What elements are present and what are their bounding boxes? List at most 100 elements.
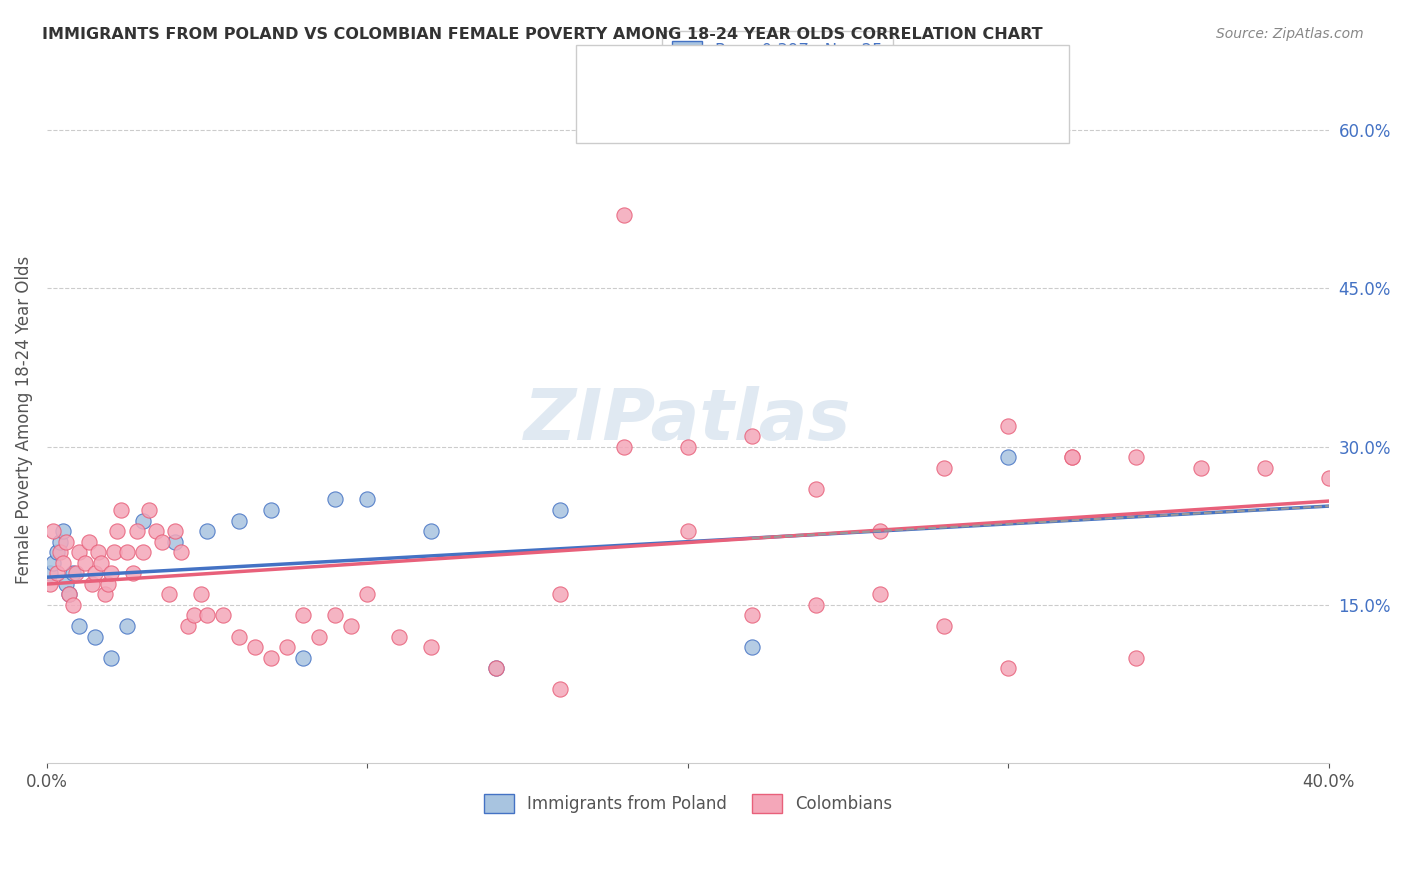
Point: [105, 524, 128, 538]
Point: [420, 640, 443, 654]
Point: [1125, 450, 1147, 465]
Point: [1125, 650, 1147, 665]
Point: [548, 682, 571, 697]
Point: [613, 208, 636, 222]
Text: ZIPatlas: ZIPatlas: [524, 385, 852, 455]
Point: [42, 524, 65, 538]
Text: Source: ZipAtlas.com: Source: ZipAtlas.com: [1216, 27, 1364, 41]
Point: [276, 640, 298, 654]
Point: [195, 524, 218, 538]
Point: [100, 650, 122, 665]
Point: [45, 545, 67, 559]
Point: [177, 619, 200, 633]
Point: [67, 545, 90, 559]
Point: [308, 630, 330, 644]
Point: [87, 545, 110, 559]
Point: [356, 492, 378, 507]
Point: [997, 661, 1019, 675]
Point: [1253, 460, 1275, 475]
Point: [245, 640, 267, 654]
Point: [145, 524, 167, 538]
Point: [741, 608, 763, 623]
Point: [122, 566, 145, 581]
Point: [150, 534, 173, 549]
Point: [997, 450, 1019, 465]
Point: [420, 524, 443, 538]
Point: [42, 556, 65, 570]
Point: [157, 587, 180, 601]
Point: [934, 619, 956, 633]
Point: [93, 587, 115, 601]
Point: [1317, 471, 1340, 485]
Text: IMMIGRANTS FROM POLAND VS COLOMBIAN FEMALE POVERTY AMONG 18-24 YEAR OLDS CORRELA: IMMIGRANTS FROM POLAND VS COLOMBIAN FEMA…: [42, 27, 1043, 42]
Point: [115, 619, 138, 633]
Point: [39, 576, 62, 591]
Point: [48, 545, 70, 559]
Point: [804, 598, 827, 612]
Point: [997, 418, 1019, 433]
Point: [195, 608, 218, 623]
Point: [80, 576, 103, 591]
Point: [183, 608, 205, 623]
Point: [67, 619, 90, 633]
Point: [190, 587, 212, 601]
Point: [613, 440, 636, 454]
Point: [676, 440, 699, 454]
Point: [138, 503, 160, 517]
Point: [548, 587, 571, 601]
Point: [741, 429, 763, 443]
Point: [84, 630, 107, 644]
Point: [1189, 460, 1212, 475]
Point: [484, 661, 506, 675]
Point: [65, 566, 87, 581]
Point: [75, 556, 97, 570]
Point: [212, 608, 235, 623]
Point: [52, 556, 75, 570]
Point: [55, 576, 77, 591]
Point: [323, 492, 346, 507]
Point: [48, 534, 70, 549]
Point: [1062, 450, 1084, 465]
Point: [292, 650, 315, 665]
Legend: Immigrants from Poland, Colombians: Immigrants from Poland, Colombians: [474, 784, 903, 823]
Point: [125, 524, 148, 538]
Point: [52, 524, 75, 538]
Point: [58, 587, 80, 601]
Point: [100, 566, 122, 581]
Point: [260, 503, 283, 517]
Point: [58, 587, 80, 601]
Point: [165, 524, 187, 538]
Point: [62, 598, 84, 612]
Point: [1062, 450, 1084, 465]
Point: [548, 503, 571, 517]
Y-axis label: Female Poverty Among 18-24 Year Olds: Female Poverty Among 18-24 Year Olds: [15, 256, 32, 584]
Point: [84, 566, 107, 581]
Point: [39, 566, 62, 581]
Point: [741, 640, 763, 654]
Point: [97, 576, 120, 591]
Point: [228, 514, 250, 528]
Point: [110, 503, 132, 517]
Point: [356, 587, 378, 601]
Point: [484, 661, 506, 675]
Point: [340, 619, 363, 633]
Point: [115, 545, 138, 559]
Point: [292, 608, 315, 623]
Point: [132, 545, 155, 559]
Point: [676, 524, 699, 538]
Point: [388, 630, 411, 644]
Point: [260, 650, 283, 665]
Point: [132, 514, 155, 528]
Point: [90, 556, 112, 570]
Point: [165, 534, 187, 549]
Point: [869, 524, 891, 538]
Point: [869, 587, 891, 601]
Point: [45, 566, 67, 581]
Point: [804, 482, 827, 496]
Point: [103, 545, 125, 559]
Point: [170, 545, 193, 559]
Point: [323, 608, 346, 623]
Point: [228, 630, 250, 644]
Point: [62, 566, 84, 581]
Point: [934, 460, 956, 475]
